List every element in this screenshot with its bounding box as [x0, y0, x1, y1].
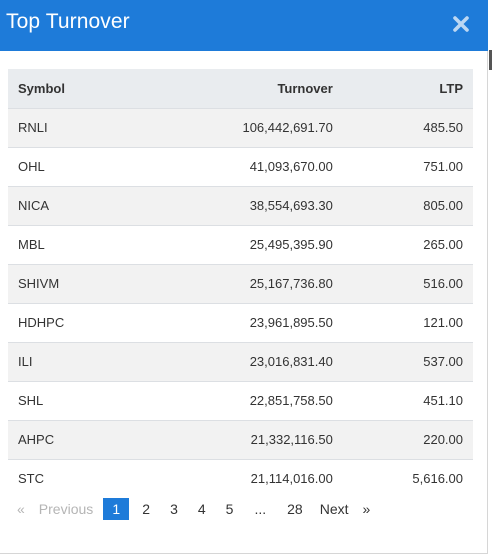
page-28-button[interactable]: 28	[287, 501, 303, 517]
cell-symbol: SHL	[18, 393, 44, 408]
table-row: MBL 25,495,395.90 265.00	[8, 225, 473, 264]
previous-arrow: «	[17, 501, 25, 517]
page-5-button[interactable]: 5	[225, 501, 234, 517]
cell-symbol: RNLI	[18, 120, 48, 135]
cell-turnover: 25,167,736.80	[249, 276, 333, 291]
cell-turnover: 23,961,895.50	[249, 315, 333, 330]
table-row: RNLI 106,442,691.70 485.50	[8, 108, 473, 147]
next-arrow[interactable]: »	[362, 501, 371, 517]
background-edge	[488, 0, 492, 556]
dialog-header: Top Turnover	[0, 0, 488, 51]
column-header-ltp: LTP	[439, 80, 463, 96]
background-edge-mark	[489, 50, 492, 70]
cell-symbol: HDHPC	[18, 315, 65, 330]
cell-symbol: NICA	[18, 198, 50, 213]
table-row: AHPC 21,332,116.50 220.00	[8, 420, 473, 459]
turnover-table: Symbol Turnover LTP RNLI 106,442,691.70 …	[8, 69, 473, 497]
table-row: HDHPC 23,961,895.50 121.00	[8, 303, 473, 342]
column-header-turnover: Turnover	[277, 80, 333, 96]
cell-ltp: 516.00	[423, 276, 463, 291]
pagination: « Previous 1 2 3 4 5 ... 28 Next »	[10, 497, 377, 521]
turnover-table-container: Symbol Turnover LTP RNLI 106,442,691.70 …	[8, 69, 473, 497]
page-4-button[interactable]: 4	[197, 501, 206, 517]
cell-ltp: 537.00	[423, 354, 463, 369]
cell-symbol: SHIVM	[18, 276, 60, 291]
table-row: NICA 38,554,693.30 805.00	[8, 186, 473, 225]
cell-ltp: 805.00	[423, 198, 463, 213]
table-row: SHIVM 25,167,736.80 516.00	[8, 264, 473, 303]
cell-ltp: 751.00	[423, 159, 463, 174]
table-row: STC 21,114,016.00 5,616.00	[8, 459, 473, 497]
pagination-ellipsis: ...	[254, 501, 267, 517]
cell-turnover: 41,093,670.00	[249, 159, 333, 174]
cell-turnover: 25,495,395.90	[249, 237, 333, 252]
cell-turnover: 21,114,016.00	[250, 470, 333, 486]
cell-symbol: STC	[18, 470, 44, 486]
table-body: RNLI 106,442,691.70 485.50 OHL 41,093,67…	[8, 108, 473, 497]
column-header-symbol: Symbol	[18, 80, 65, 96]
page-3-button[interactable]: 3	[170, 501, 178, 517]
table-row: OHL 41,093,670.00 751.00	[8, 147, 473, 186]
cell-turnover: 21,332,116.50	[250, 432, 333, 447]
previous-button: Previous	[38, 501, 94, 517]
cell-ltp: 220.00	[423, 432, 463, 447]
table-row: ILI 23,016,831.40 537.00	[8, 342, 473, 381]
close-icon[interactable]	[448, 11, 474, 37]
dialog-title: Top Turnover	[6, 10, 130, 33]
table-header-row: Symbol Turnover LTP	[8, 69, 473, 108]
table-row: SHL 22,851,758.50 451.10	[8, 381, 473, 420]
cell-ltp: 451.10	[423, 393, 463, 408]
cell-ltp: 485.50	[423, 120, 463, 135]
cell-symbol: ILI	[18, 354, 33, 369]
cell-ltp: 265.00	[423, 237, 463, 252]
table-header: Symbol Turnover LTP	[8, 69, 473, 108]
cell-ltp: 5,616.00	[412, 470, 463, 486]
page-2-button[interactable]: 2	[142, 501, 151, 517]
cell-turnover: 22,851,758.50	[249, 393, 333, 408]
page-1-button[interactable]: 1	[103, 498, 130, 520]
next-button[interactable]: Next	[319, 501, 349, 517]
cell-turnover: 106,442,691.70	[242, 120, 333, 135]
cell-symbol: AHPC	[18, 432, 55, 447]
cell-symbol: OHL	[18, 159, 45, 174]
cell-turnover: 23,016,831.40	[249, 354, 333, 369]
cell-ltp: 121.00	[423, 315, 463, 330]
cell-symbol: MBL	[18, 237, 45, 252]
cell-turnover: 38,554,693.30	[249, 198, 333, 213]
